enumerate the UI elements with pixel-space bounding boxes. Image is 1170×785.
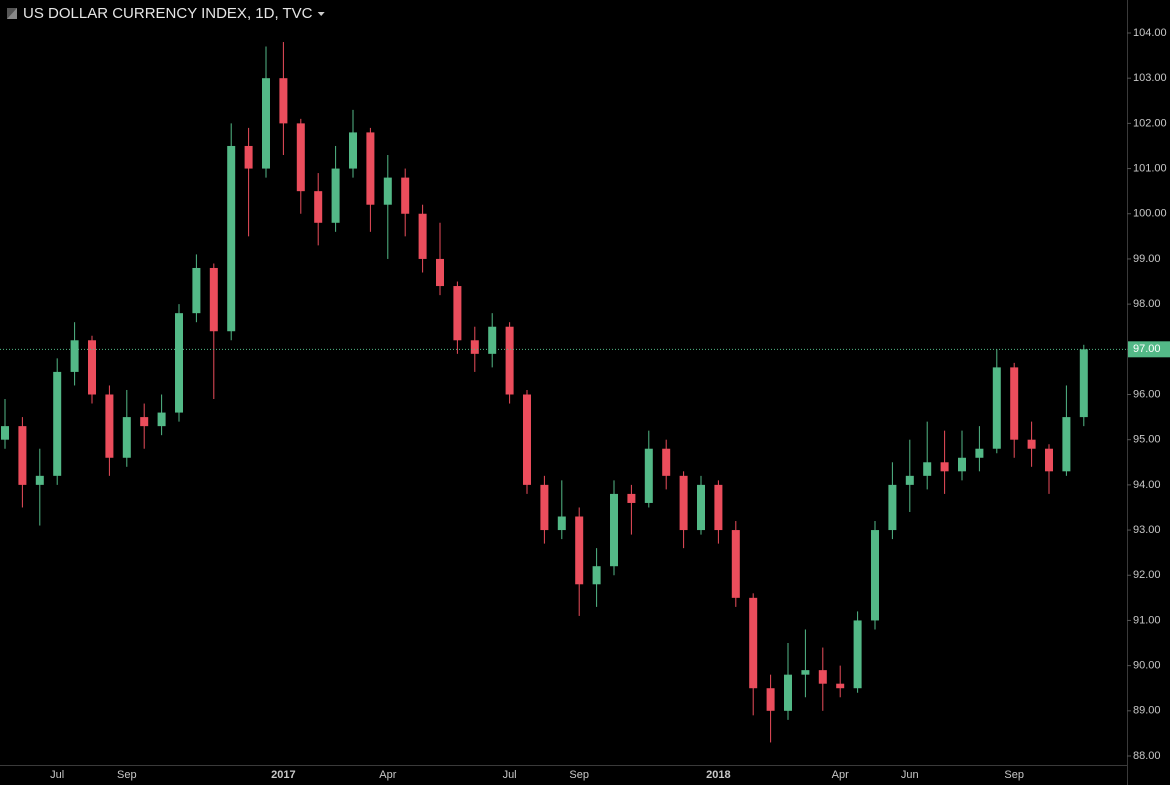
candle-body [453, 286, 462, 341]
candle-body [644, 448, 653, 503]
y-tick-label: 92.00 [1133, 569, 1161, 581]
candle-body [714, 484, 723, 531]
candle-body [18, 426, 27, 485]
candle-body [871, 530, 879, 621]
candle-body [157, 412, 166, 427]
x-tick-label: Sep [117, 769, 137, 781]
candle-body [923, 462, 932, 476]
y-tick-label: 98.00 [1133, 298, 1161, 310]
candle-body [140, 417, 149, 427]
candle-body [592, 566, 601, 585]
candle-body [958, 457, 966, 472]
candle-body [279, 78, 288, 124]
y-tick-label: 96.00 [1133, 388, 1161, 400]
candle-body [557, 516, 566, 531]
candle-body [192, 267, 201, 314]
candle-body [105, 394, 114, 458]
candle-body [610, 493, 618, 567]
dropdown-caret[interactable] [317, 12, 325, 16]
candle-body [749, 597, 758, 689]
y-tick-label: 89.00 [1133, 705, 1161, 717]
candle-body [1079, 349, 1088, 418]
candle-body [70, 340, 79, 372]
candle-body [1, 426, 9, 440]
candle-body [1045, 448, 1053, 472]
candle-body [888, 484, 897, 531]
symbol-icon [7, 8, 17, 19]
x-tick-label: Jul [50, 769, 64, 781]
y-tick-label: 94.00 [1133, 479, 1161, 491]
x-tick-label: 2017 [271, 769, 295, 781]
candle-body [175, 313, 183, 413]
candle-body [540, 484, 549, 531]
candle-body [244, 145, 253, 169]
candle-body [818, 670, 827, 684]
y-tick-label: 93.00 [1133, 524, 1161, 536]
candle-body [1027, 439, 1036, 449]
candle-body [627, 493, 636, 503]
x-tick-label: Sep [1004, 769, 1024, 781]
candle-body [227, 145, 236, 332]
candle-body [766, 688, 775, 711]
candle-body [436, 258, 444, 287]
y-tick-label: 100.00 [1133, 208, 1167, 220]
candle-body [209, 267, 218, 332]
candle-body [88, 340, 96, 395]
candle-body [801, 670, 810, 675]
candle-body [575, 516, 584, 585]
candle-body [314, 191, 323, 223]
candle-body [784, 674, 792, 711]
candle-body [1062, 417, 1071, 472]
y-tick-label: 103.00 [1133, 72, 1167, 84]
candle-body [975, 448, 984, 458]
candle-body [488, 326, 497, 354]
last-price-label: 97.00 [1133, 343, 1161, 355]
candle-body [853, 620, 862, 689]
x-tick-label: 2018 [706, 769, 730, 781]
x-tick-label: Jun [901, 769, 919, 781]
y-tick-label: 101.00 [1133, 162, 1167, 174]
x-tick-label: Sep [569, 769, 589, 781]
candle-body [523, 394, 531, 485]
y-tick-label: 99.00 [1133, 253, 1161, 265]
candle-body [418, 213, 427, 259]
candle-body [470, 340, 479, 354]
y-tick-label: 95.00 [1133, 434, 1161, 446]
candle-body [262, 78, 270, 169]
candle-body [383, 177, 392, 205]
icon [7, 8, 17, 19]
candle-body [1010, 367, 1019, 440]
chart-title[interactable]: US DOLLAR CURRENCY INDEX, 1D, TVC [23, 5, 313, 22]
candle-body [679, 475, 688, 531]
candle-body [366, 132, 375, 205]
candle-body [349, 132, 357, 169]
candle-body [836, 683, 845, 689]
x-tick-label: Apr [832, 769, 849, 781]
y-tick-label: 88.00 [1133, 750, 1161, 762]
y-tick-label: 91.00 [1133, 614, 1161, 626]
y-tick-label: 102.00 [1133, 117, 1167, 129]
last-price-box [1128, 341, 1170, 358]
x-tick-label: Apr [379, 769, 396, 781]
y-tick-label: 104.00 [1133, 27, 1167, 39]
candle-body [905, 475, 914, 485]
x-tick-label: Jul [503, 769, 517, 781]
candle-body [505, 326, 514, 395]
candle-body [662, 448, 671, 476]
candle-body [731, 530, 740, 598]
candle-body [331, 168, 340, 223]
candle-body [992, 367, 1001, 449]
candle-body [401, 177, 410, 214]
candle-body [697, 484, 705, 531]
candle-body [122, 417, 131, 458]
candle-body [53, 371, 62, 476]
y-tick-label: 90.00 [1133, 660, 1161, 672]
candle-body [35, 475, 44, 485]
candle-body [940, 462, 949, 472]
candle-body [296, 123, 305, 192]
